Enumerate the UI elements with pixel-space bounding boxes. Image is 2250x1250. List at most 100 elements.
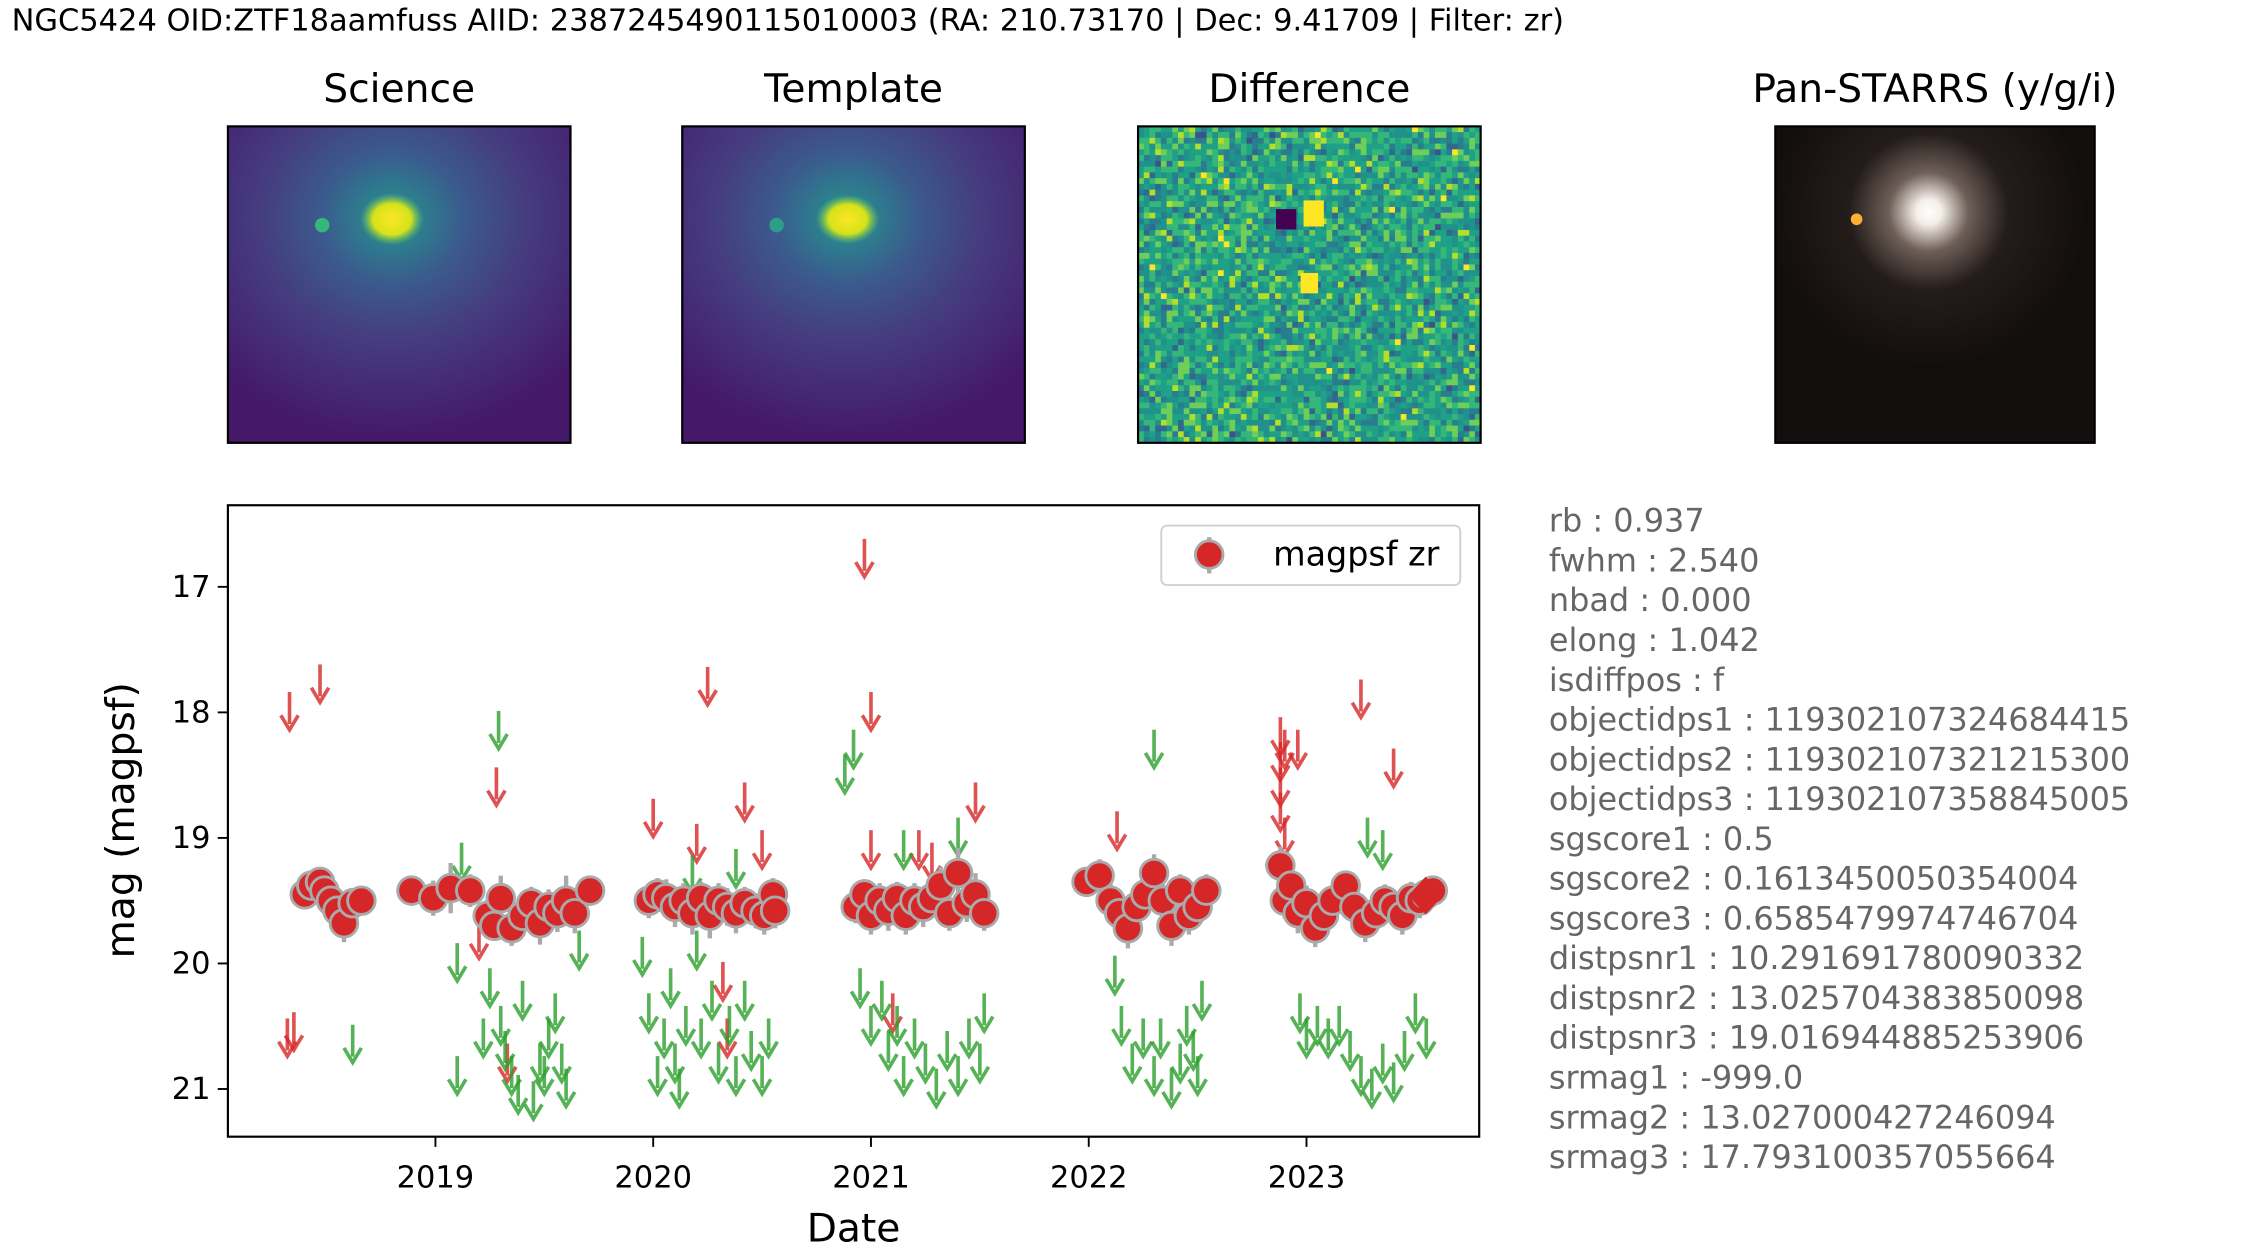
noise-pixel [1434,206,1442,214]
noise-pixel [1343,201,1350,208]
noise-pixel [1286,327,1293,334]
noise-pixel [1315,281,1322,288]
noise-pixel [1389,368,1396,375]
noise-pixel [1160,350,1168,357]
noise-pixel [1149,304,1156,311]
noise-pixel [1463,241,1470,248]
noise-pixel [1143,224,1150,231]
noise-pixel [1463,339,1470,346]
noise-pixel [1172,258,1179,265]
noise-pixel [1189,385,1196,392]
noise-pixel [1178,293,1185,300]
noise-pixel [1286,396,1293,403]
noise-pixel [1400,391,1407,398]
noise-pixel [1223,189,1230,196]
noise-pixel [1309,258,1316,265]
noise-pixel [1212,235,1219,242]
noise-pixel [1372,264,1379,271]
noise-pixel [1275,252,1282,260]
noise-pixel [1423,206,1430,214]
noise-pixel [1178,270,1185,277]
noise-pixel [1229,252,1236,260]
noise-pixel [1446,356,1453,363]
noise-pixel [1235,362,1242,369]
noise-pixel [1252,149,1259,156]
noise-pixel [1229,189,1236,196]
noise-pixel [1257,241,1265,248]
noise-pixel [1263,425,1270,432]
noise-pixel [1360,247,1367,254]
noise-pixel [1297,345,1305,352]
noise-pixel [1469,258,1476,265]
noise-pixel [1309,178,1316,185]
noise-pixel [1474,212,1481,219]
noise-pixel [1309,316,1316,323]
noise-pixel [1383,327,1390,334]
noise-pixel [1400,143,1407,150]
noise-pixel [1235,172,1242,179]
noise-pixel [1377,379,1385,386]
noise-pixel [1160,333,1168,340]
noise-pixel [1178,241,1185,248]
noise-pixel [1218,252,1225,260]
noise-pixel [1366,275,1373,283]
noise-pixel [1457,241,1464,248]
noise-pixel [1337,206,1345,214]
noise-pixel [1429,327,1436,334]
noise-pixel [1395,298,1402,306]
noise-pixel [1406,368,1413,375]
noise-pixel [1149,287,1156,294]
noise-pixel [1292,345,1299,352]
noise-pixel [1349,391,1356,398]
noise-pixel [1252,385,1259,392]
noise-pixel [1246,408,1253,415]
noise-pixel [1235,408,1242,415]
noise-pixel [1395,160,1402,168]
noise-pixel [1440,287,1447,294]
noise-pixel [1206,132,1213,139]
noise-pixel [1206,195,1213,202]
noise-pixel [1452,327,1459,334]
noise-pixel [1218,183,1225,191]
noise-pixel [1412,258,1419,265]
noise-pixel [1303,137,1310,145]
noise-pixel [1446,425,1453,432]
noise-pixel [1195,345,1202,352]
noise-pixel [1252,132,1259,139]
noise-pixel [1286,339,1293,346]
noise-pixel [1297,368,1305,375]
noise-pixel [1337,298,1345,306]
noise-pixel [1263,155,1270,162]
arrow-head [309,686,331,706]
noise-pixel [1263,258,1270,265]
noise-pixel [1246,241,1253,248]
noise-pixel [1440,385,1447,392]
noise-pixel [1469,281,1476,288]
noise-pixel [1332,327,1339,334]
noise-pixel [1440,419,1447,426]
noise-pixel [1366,327,1373,334]
noise-pixel [1429,293,1436,300]
noise-pixel [1406,224,1413,231]
noise-pixel [1218,373,1225,380]
upper-limit [283,1012,305,1054]
noise-pixel [1343,425,1350,432]
noise-pixel [1355,264,1362,271]
noise-pixel [1229,373,1236,380]
noise-pixel [1189,298,1196,306]
noise-pixel [1303,414,1310,421]
noise-pixel [1195,270,1202,277]
noise-pixel [1200,189,1208,196]
noise-pixel [1269,431,1276,438]
noise-pixel [1326,166,1333,173]
noise-pixel [1395,281,1402,288]
noise-pixel [1138,385,1145,392]
noise-pixel [1292,264,1299,271]
noise-pixel [1372,160,1379,168]
noise-pixel [1160,149,1168,156]
noise-pixel [1360,183,1367,191]
detection [942,857,974,889]
noise-pixel [1200,368,1208,375]
noise-pixel [1263,431,1270,438]
noise-pixel [1457,431,1464,438]
